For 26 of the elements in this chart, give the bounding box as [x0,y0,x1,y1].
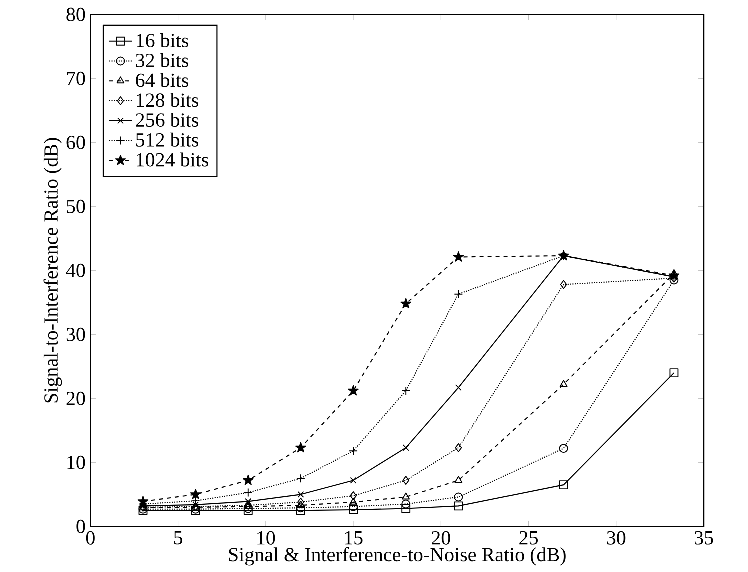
y-tick-label: 20 [66,392,86,406]
y-tick-label: 30 [66,328,86,342]
legend-label: 128 bits [137,93,198,108]
x-axis-title: Signal & Interference-to-Noise Ratio (dB) [229,547,566,566]
legend-label: 16 bits [137,33,188,48]
y-tick-label: 80 [66,8,86,22]
legend-label: 32 bits [136,53,188,68]
legend-label: 512 bits [136,132,198,147]
x-tick-label: 15 [345,531,363,545]
x-tick-label: 35 [694,531,714,545]
x-tick-label: 30 [607,531,626,545]
x-tick-label: 5 [174,531,183,545]
y-tick-label: 40 [66,264,86,278]
x-tick-label: 10 [258,531,276,545]
y-axis-title: Signal-to-Interference Ratio (dB) [44,138,62,403]
legend-label: 256 bits [136,112,198,128]
legend-label: 1024 bits [137,152,208,167]
y-tick-label: 50 [67,200,86,214]
y-tick-label: 0 [76,520,86,534]
y-tick-label: 70 [67,72,86,86]
y-tick-label: 10 [68,456,86,470]
x-tick-label: 20 [432,531,450,545]
x-tick-label: 25 [520,531,538,545]
x-tick-label: 0 [86,531,95,545]
y-tick-label: 60 [66,136,86,150]
legend-label: 64 bits [136,73,188,88]
